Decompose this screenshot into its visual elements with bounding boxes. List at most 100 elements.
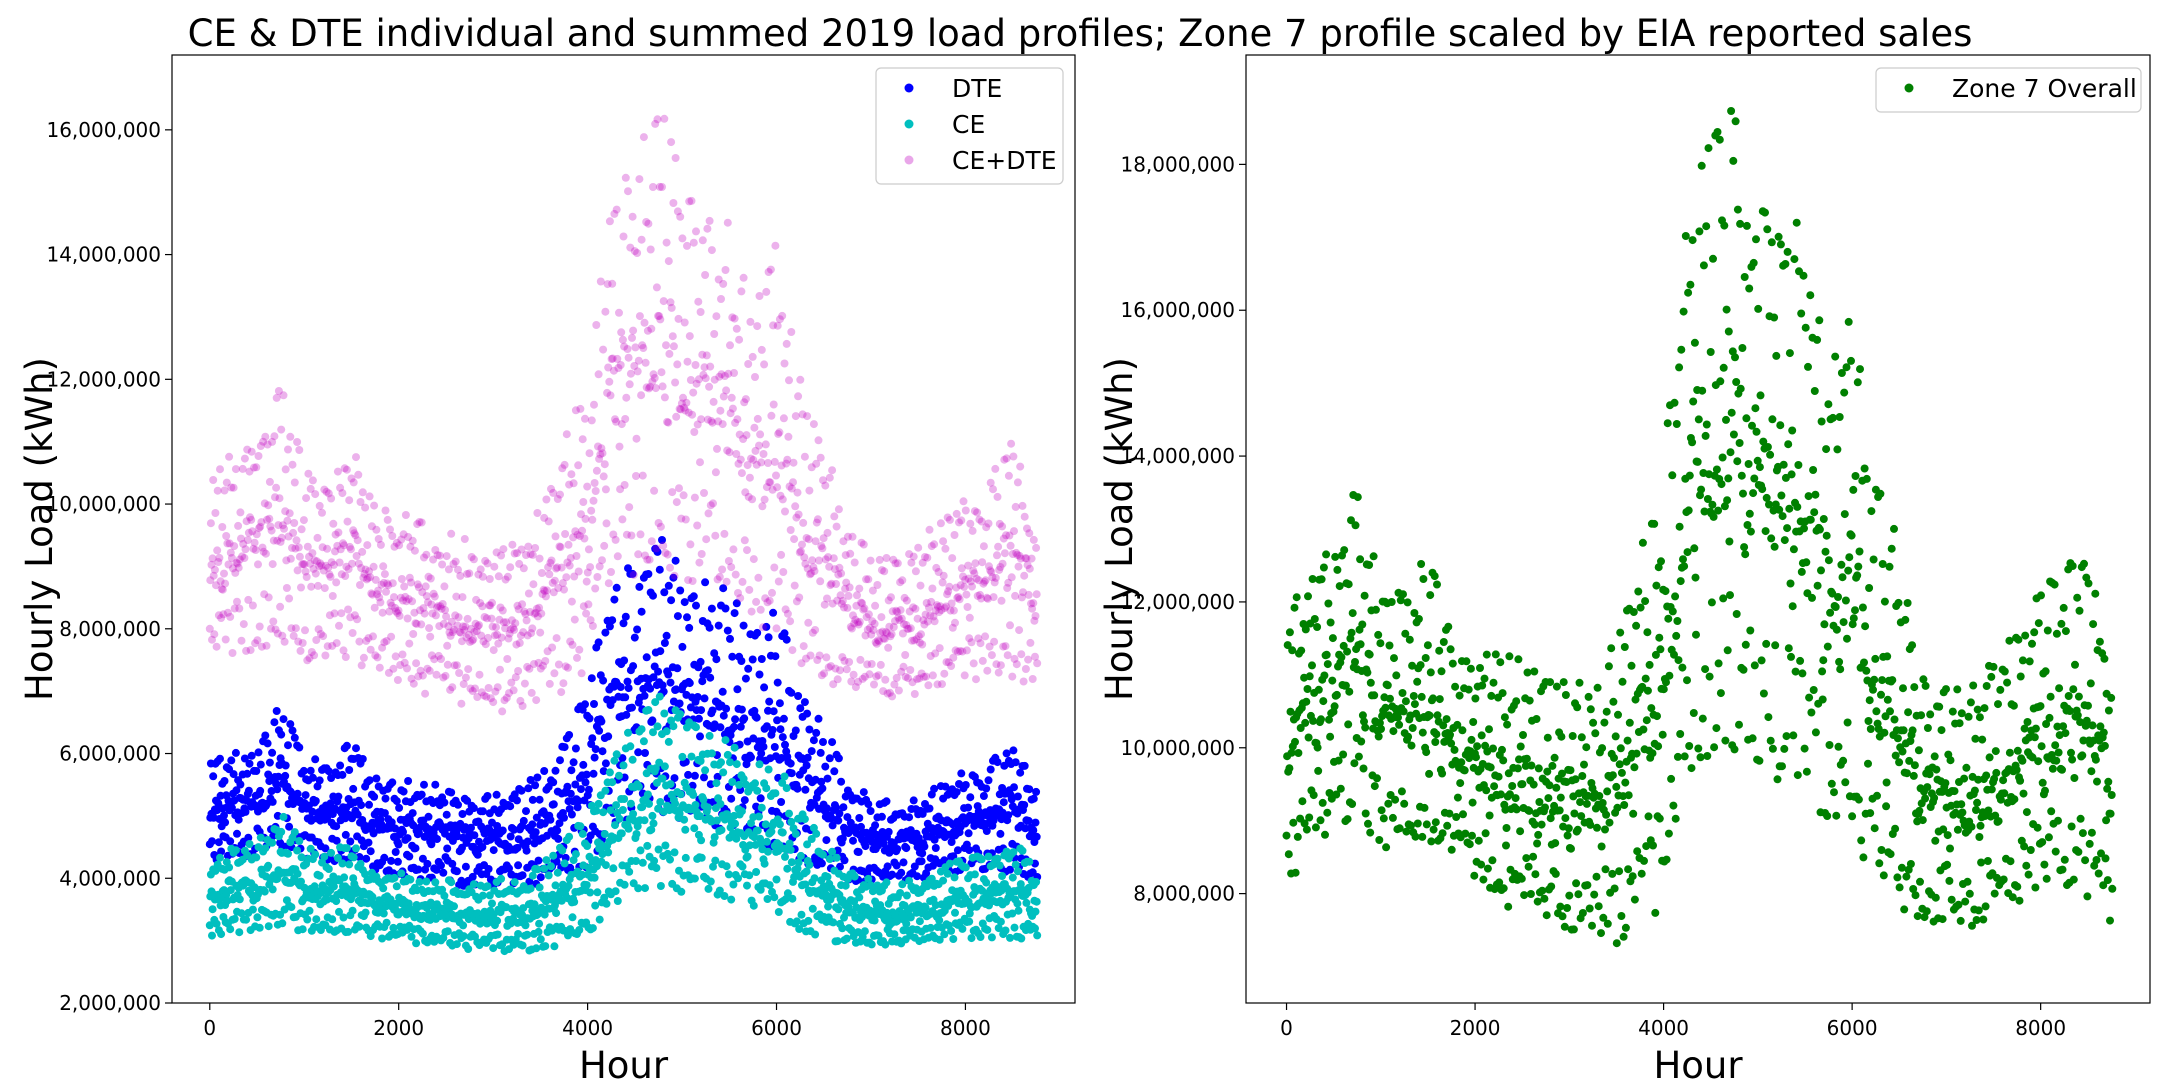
data-point [730, 314, 739, 323]
data-point [808, 628, 817, 637]
y-tick-label: 10,000,000 [46, 492, 161, 516]
data-point [904, 624, 913, 633]
data-point [659, 541, 668, 550]
data-point [617, 829, 626, 838]
data-point [633, 625, 642, 634]
data-point [543, 586, 551, 595]
data-point [278, 521, 287, 530]
data-point [827, 579, 836, 588]
data-point [586, 616, 595, 625]
data-point [1431, 738, 1440, 746]
data-point [252, 530, 261, 539]
data-point [1028, 604, 1037, 613]
data-point [937, 606, 946, 614]
data-point [803, 412, 812, 421]
data-point [708, 706, 717, 715]
data-point [369, 562, 378, 571]
data-point [345, 542, 354, 551]
data-point [233, 597, 241, 606]
data-point [664, 737, 673, 746]
data-point [569, 479, 578, 488]
data-point [1508, 782, 1517, 790]
data-point [228, 649, 237, 657]
data-point [404, 595, 413, 604]
data-point [751, 446, 760, 455]
data-point [626, 369, 635, 378]
data-point [767, 827, 776, 836]
data-point [972, 675, 980, 684]
data-point [669, 342, 678, 351]
data-point [886, 632, 895, 641]
data-point [340, 873, 349, 882]
data-point [620, 342, 629, 351]
data-point [1029, 794, 1038, 803]
data-point [209, 772, 218, 781]
data-point [801, 785, 810, 794]
data-point [1020, 571, 1029, 580]
data-point [496, 603, 505, 612]
data-point [785, 482, 794, 491]
data-point [452, 592, 461, 601]
data-point [489, 698, 498, 707]
data-point [965, 909, 974, 918]
data-point [619, 232, 628, 241]
data-point [504, 634, 513, 643]
data-point [763, 895, 772, 903]
data-point [570, 572, 579, 581]
data-point [485, 575, 494, 583]
y-tick-label: 12,000,000 [46, 367, 161, 391]
data-point [299, 766, 308, 775]
data-point [629, 662, 638, 671]
data-point [858, 913, 867, 921]
data-point [1499, 756, 1508, 765]
data-point [865, 670, 874, 679]
data-point [1017, 650, 1026, 659]
data-point [368, 892, 377, 901]
data-point [713, 575, 722, 584]
data-point [898, 880, 907, 889]
data-point [514, 667, 523, 675]
data-point [327, 558, 336, 567]
data-point [662, 238, 671, 247]
data-point [1552, 682, 1561, 691]
data-point [464, 630, 473, 639]
data-point [479, 637, 488, 646]
data-point [834, 570, 843, 579]
data-point [541, 657, 550, 665]
data-point [613, 897, 622, 905]
data-point [540, 513, 549, 522]
data-point [366, 847, 375, 856]
data-point [705, 731, 714, 740]
data-point [893, 845, 902, 853]
data-point [1031, 612, 1040, 620]
data-point [272, 393, 281, 402]
data-point [794, 858, 803, 867]
data-point [1323, 808, 1332, 817]
data-point [256, 522, 265, 531]
data-point [445, 628, 454, 637]
data-point [1370, 691, 1379, 700]
data-point [991, 573, 1000, 582]
data-point [1481, 829, 1490, 838]
data-point [436, 602, 445, 611]
data-point [1439, 721, 1448, 730]
data-point [346, 837, 355, 846]
data-point [968, 526, 977, 535]
data-point [356, 581, 364, 589]
data-point [752, 713, 761, 722]
data-point [363, 574, 372, 582]
data-point [719, 768, 728, 777]
data-point [921, 903, 930, 912]
data-point [595, 454, 604, 463]
data-point [1522, 854, 1531, 863]
data-point [703, 224, 712, 233]
data-point [298, 560, 307, 569]
x-tick-label: 4000 [562, 1016, 613, 1040]
data-point [315, 776, 324, 785]
data-point [485, 601, 494, 610]
data-point [332, 822, 341, 831]
data-point [418, 671, 427, 680]
data-point [609, 530, 618, 539]
data-point [489, 944, 498, 953]
data-point [261, 731, 270, 740]
